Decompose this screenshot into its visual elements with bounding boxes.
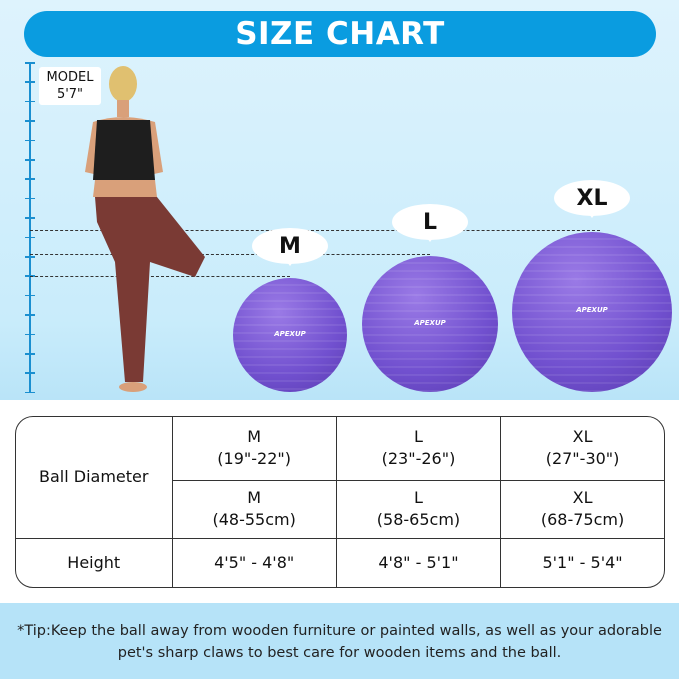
ruler-tick bbox=[25, 236, 35, 239]
size-label: XL bbox=[572, 488, 593, 507]
size-range: (68-75cm) bbox=[540, 510, 625, 529]
ruler-tick bbox=[25, 197, 35, 200]
cell-m-inches: M (19"-22") bbox=[171, 417, 337, 481]
size-bubble-l: L bbox=[392, 204, 468, 242]
ruler-tick bbox=[25, 217, 35, 219]
ruler-tick bbox=[25, 353, 35, 355]
ball-brand-logo: APEXUP bbox=[274, 330, 306, 339]
size-label: L bbox=[414, 427, 423, 447]
ruler-tick bbox=[25, 178, 35, 180]
ruler-tick bbox=[25, 139, 35, 142]
row-label-height: Height bbox=[16, 537, 173, 587]
xl-height-line bbox=[30, 230, 600, 231]
size-range: (58-65cm) bbox=[376, 510, 461, 529]
model-height-label: MODEL 5'7" bbox=[39, 67, 101, 105]
size-label: XL bbox=[572, 427, 593, 447]
cell-l-cm: L (58-65cm) bbox=[335, 479, 502, 539]
cell-m-cm: M (48-55cm) bbox=[172, 479, 337, 539]
size-bubble-xl: XL bbox=[554, 180, 630, 218]
ruler-tick bbox=[25, 294, 35, 297]
size-label: M bbox=[247, 488, 262, 507]
m-height-line bbox=[30, 276, 290, 277]
ruler-tick bbox=[25, 81, 35, 83]
ruler-tick bbox=[25, 314, 35, 316]
size-range: (19"-22") bbox=[217, 449, 291, 469]
model-label-text: MODEL bbox=[46, 70, 94, 85]
size-range: (48-55cm) bbox=[212, 510, 296, 529]
page-title: SIZE CHART bbox=[24, 11, 656, 57]
ruler-tick bbox=[25, 372, 35, 374]
ball-brand-logo: APEXUP bbox=[576, 305, 608, 314]
cell-m-height: 4'5" - 4'8" bbox=[171, 537, 337, 587]
size-range: (23"-26") bbox=[381, 449, 456, 469]
ruler-tick bbox=[25, 333, 35, 336]
care-tip: *Tip:Keep the ball away from wooden furn… bbox=[0, 603, 679, 679]
ruler-tick bbox=[25, 159, 35, 161]
l-height-line bbox=[30, 254, 430, 255]
row-label-diameter: Ball Diameter bbox=[16, 417, 173, 539]
size-label: M bbox=[247, 427, 262, 447]
ruler-tick bbox=[25, 100, 35, 103]
cell-xl-cm: XL (68-75cm) bbox=[500, 479, 664, 539]
cell-xl-inches: XL (27"-30") bbox=[500, 417, 664, 481]
ball-xl: APEXUP bbox=[512, 232, 672, 392]
size-range: (27"-30") bbox=[545, 449, 620, 469]
ruler-tick bbox=[25, 256, 35, 258]
size-bubble-m: M bbox=[252, 228, 328, 266]
ruler-tick bbox=[25, 120, 35, 122]
ruler-tick bbox=[25, 391, 35, 394]
height-ruler bbox=[29, 62, 31, 392]
size-table: Ball Diameter M (19"-22") L (23"-26") XL (2… bbox=[15, 416, 665, 588]
ruler-tick bbox=[25, 62, 35, 64]
model-figure bbox=[85, 66, 205, 392]
cell-l-height: 4'8" - 5'1" bbox=[335, 537, 502, 587]
size-label: L bbox=[414, 488, 423, 507]
model-height-value: 5'7" bbox=[56, 87, 84, 102]
ball-m: APEXUP bbox=[233, 278, 347, 392]
ball-brand-logo: APEXUP bbox=[414, 318, 446, 327]
cell-xl-height: 5'1" - 5'4" bbox=[500, 537, 664, 587]
ball-l: APEXUP bbox=[362, 256, 498, 392]
cell-l-inches: L (23"-26") bbox=[335, 417, 502, 481]
